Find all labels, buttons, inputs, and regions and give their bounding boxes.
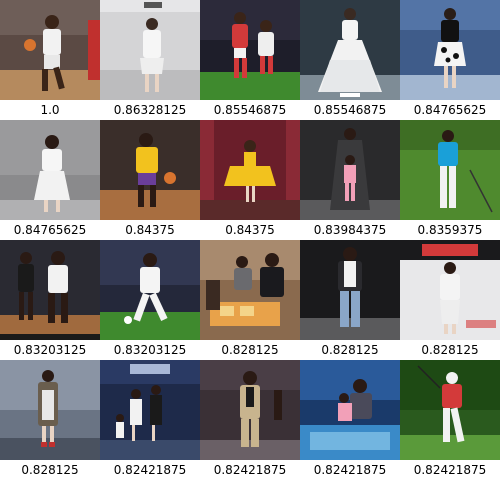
result-thumbnail[interactable]: [100, 240, 200, 340]
result-thumbnail[interactable]: [400, 360, 500, 460]
result-cell-16[interactable]: 0.828125: [0, 360, 100, 480]
similarity-score: 0.86328125: [100, 101, 200, 119]
result-thumbnail[interactable]: [0, 240, 100, 340]
similarity-score: 0.82421875: [300, 461, 400, 479]
result-thumbnail[interactable]: [400, 120, 500, 220]
result-cell-14[interactable]: 0.828125: [300, 240, 400, 360]
result-thumbnail[interactable]: [300, 360, 400, 460]
result-cell-9[interactable]: 0.83984375: [300, 120, 400, 240]
result-thumbnail[interactable]: [100, 120, 200, 220]
result-thumbnail[interactable]: [200, 360, 300, 460]
result-cell-12[interactable]: 0.83203125: [100, 240, 200, 360]
similarity-score: 0.83984375: [300, 221, 400, 239]
result-cell-10[interactable]: 0.8359375: [400, 120, 500, 240]
result-cell-7[interactable]: 0.84375: [100, 120, 200, 240]
similarity-score: 0.82421875: [100, 461, 200, 479]
result-cell-19[interactable]: 0.82421875: [300, 360, 400, 480]
result-thumbnail[interactable]: [400, 0, 500, 100]
result-thumbnail[interactable]: [100, 360, 200, 460]
similarity-score: 1.0: [0, 101, 100, 119]
result-thumbnail[interactable]: [300, 0, 400, 100]
result-thumbnail[interactable]: [0, 120, 100, 220]
result-cell-3[interactable]: 0.85546875: [200, 0, 300, 120]
result-cell-2[interactable]: 0.86328125: [100, 0, 200, 120]
similarity-score: 0.84765625: [400, 101, 500, 119]
result-cell-8[interactable]: 0.84375: [200, 120, 300, 240]
similarity-score: 0.82421875: [200, 461, 300, 479]
result-cell-11[interactable]: 0.83203125: [0, 240, 100, 360]
result-cell-17[interactable]: 0.82421875: [100, 360, 200, 480]
result-thumbnail[interactable]: [0, 360, 100, 460]
result-cell-13[interactable]: 0.828125: [200, 240, 300, 360]
result-thumbnail[interactable]: [300, 120, 400, 220]
result-cell-5[interactable]: 0.84765625: [400, 0, 500, 120]
result-thumbnail[interactable]: [300, 240, 400, 340]
result-cell-15[interactable]: 0.828125: [400, 240, 500, 360]
similarity-score: 0.828125: [200, 341, 300, 359]
similarity-score: 0.82421875: [400, 461, 500, 479]
similarity-score: 0.83203125: [100, 341, 200, 359]
result-thumbnail[interactable]: [400, 240, 500, 340]
similarity-score: 0.84375: [200, 221, 300, 239]
result-thumbnail[interactable]: [200, 0, 300, 100]
result-cell-20[interactable]: 0.82421875: [400, 360, 500, 480]
result-cell-4[interactable]: 0.85546875: [300, 0, 400, 120]
result-thumbnail[interactable]: [200, 240, 300, 340]
result-thumbnail[interactable]: [100, 0, 200, 100]
similarity-score: 0.8359375: [400, 221, 500, 239]
similarity-score: 0.828125: [400, 341, 500, 359]
similarity-score: 0.84375: [100, 221, 200, 239]
result-thumbnail[interactable]: [0, 0, 100, 100]
similarity-score: 0.83203125: [0, 341, 100, 359]
similarity-score: 0.85546875: [300, 101, 400, 119]
similarity-score: 0.828125: [0, 461, 100, 479]
similarity-score: 0.828125: [300, 341, 400, 359]
result-thumbnail[interactable]: [200, 120, 300, 220]
similarity-score: 0.85546875: [200, 101, 300, 119]
result-cell-18[interactable]: 0.82421875: [200, 360, 300, 480]
result-cell-1[interactable]: 1.0: [0, 0, 100, 120]
result-cell-6[interactable]: 0.84765625: [0, 120, 100, 240]
similarity-score: 0.84765625: [0, 221, 100, 239]
